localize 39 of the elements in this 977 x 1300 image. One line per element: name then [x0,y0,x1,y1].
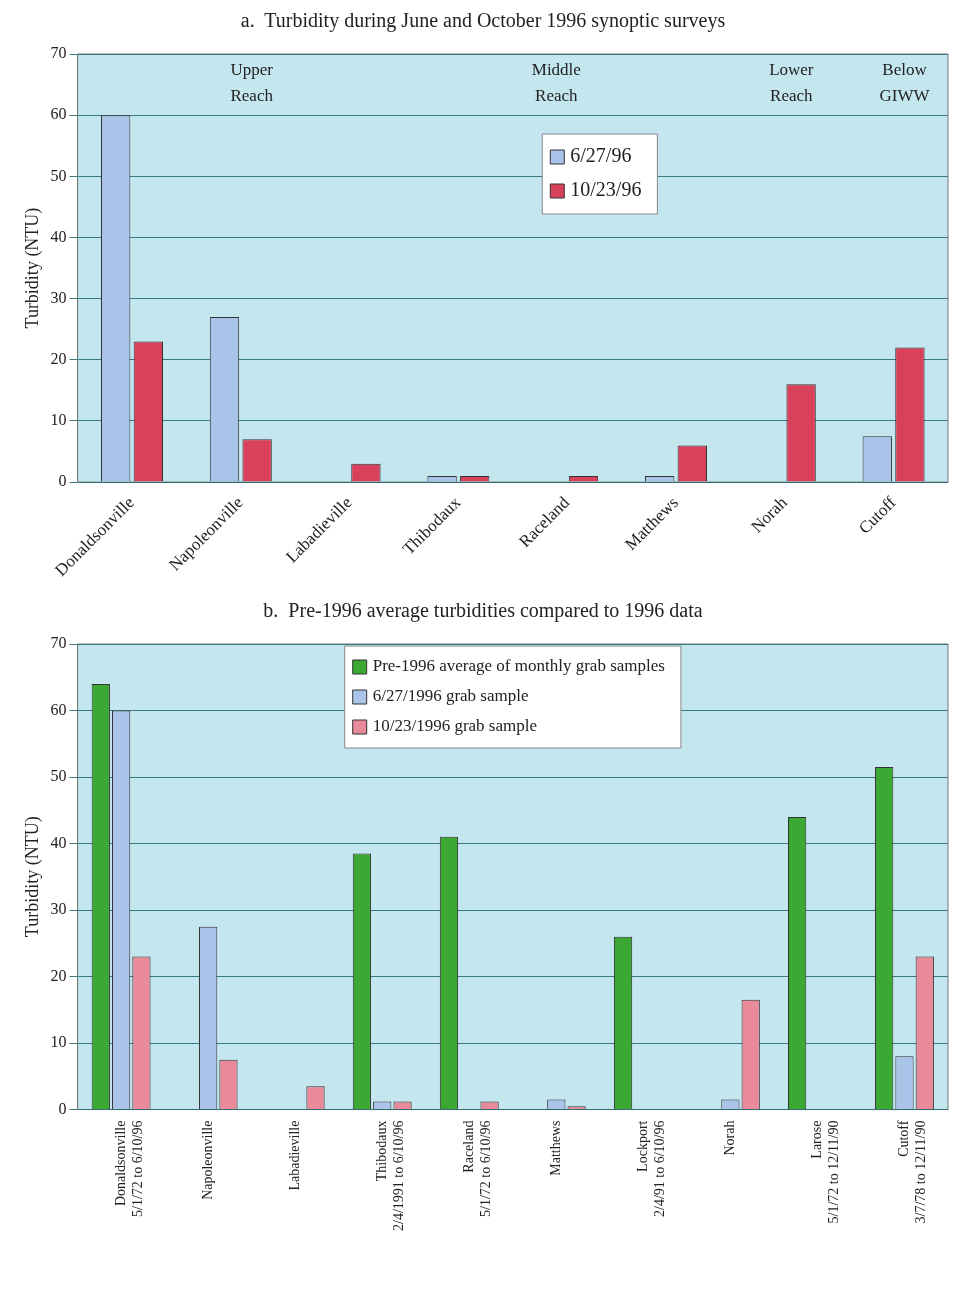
y-tick-label: 60 [50,700,67,718]
y-tick-label: 70 [50,634,67,652]
legend-label: 6/27/96 [570,144,632,167]
y-axis-title: Turbidity (NTU) [21,816,43,938]
y-tick-label: 0 [58,1099,67,1117]
y-tick-label: 0 [58,472,67,490]
y-tick-label: 40 [50,227,67,245]
y-tick-label: 30 [50,900,67,918]
legend-label: Pre-1996 average of monthly grab samples [372,656,665,676]
annotation: Upper Reach [230,59,274,105]
y-axis-title: Turbidity (NTU) [21,207,43,329]
y-tick-label: 20 [50,966,67,984]
chart-title: a. Turbidity during June and October 1996 synoptic surveys [240,9,726,33]
annotation: Middle Reach [531,59,581,105]
y-tick-label: 50 [50,767,67,785]
chart-title: b. Pre-1996 average turbidities compared to 1996 data [263,599,703,623]
y-tick-label: 50 [50,166,67,184]
x-tick-label: Matthews [547,1120,563,1176]
x-tick-label: Norah [722,1120,738,1156]
y-tick-label: 40 [50,833,67,851]
y-tick-label: 70 [50,44,67,62]
annotation: Lower Reach [769,59,814,105]
x-tick-label: Labadieville [286,1120,302,1191]
y-tick-label: 20 [50,350,67,368]
legend-label: 10/23/96 [570,178,642,201]
x-tick-label: Napoleonville [199,1120,215,1200]
x-tick-label: Cutoff 3/7/78 to 12/11/90 [896,1120,928,1224]
x-tick-label: Donaldsonville 5/1/72 to 6/10/96 [112,1120,145,1217]
x-tick-label: Thibodaux 2/4/1991 to 6/10/96 [373,1120,406,1231]
x-tick-label: Raceland 5/1/72 to 6/10/96 [460,1120,493,1217]
legend-label: 10/23/1996 grab sample [372,716,537,736]
legend-label: 6/27/1996 grab sample [372,686,529,706]
y-tick-label: 10 [50,411,67,429]
x-tick-label: Lockport 2/4/91 to 6/10/96 [635,1120,667,1217]
y-tick-label: 60 [50,105,67,123]
y-tick-label: 10 [50,1033,67,1051]
y-tick-label: 30 [50,288,67,306]
x-tick-label: Larose 5/1/72 to 12/11/90 [809,1120,841,1224]
annotation: Below GIWW [879,59,931,105]
